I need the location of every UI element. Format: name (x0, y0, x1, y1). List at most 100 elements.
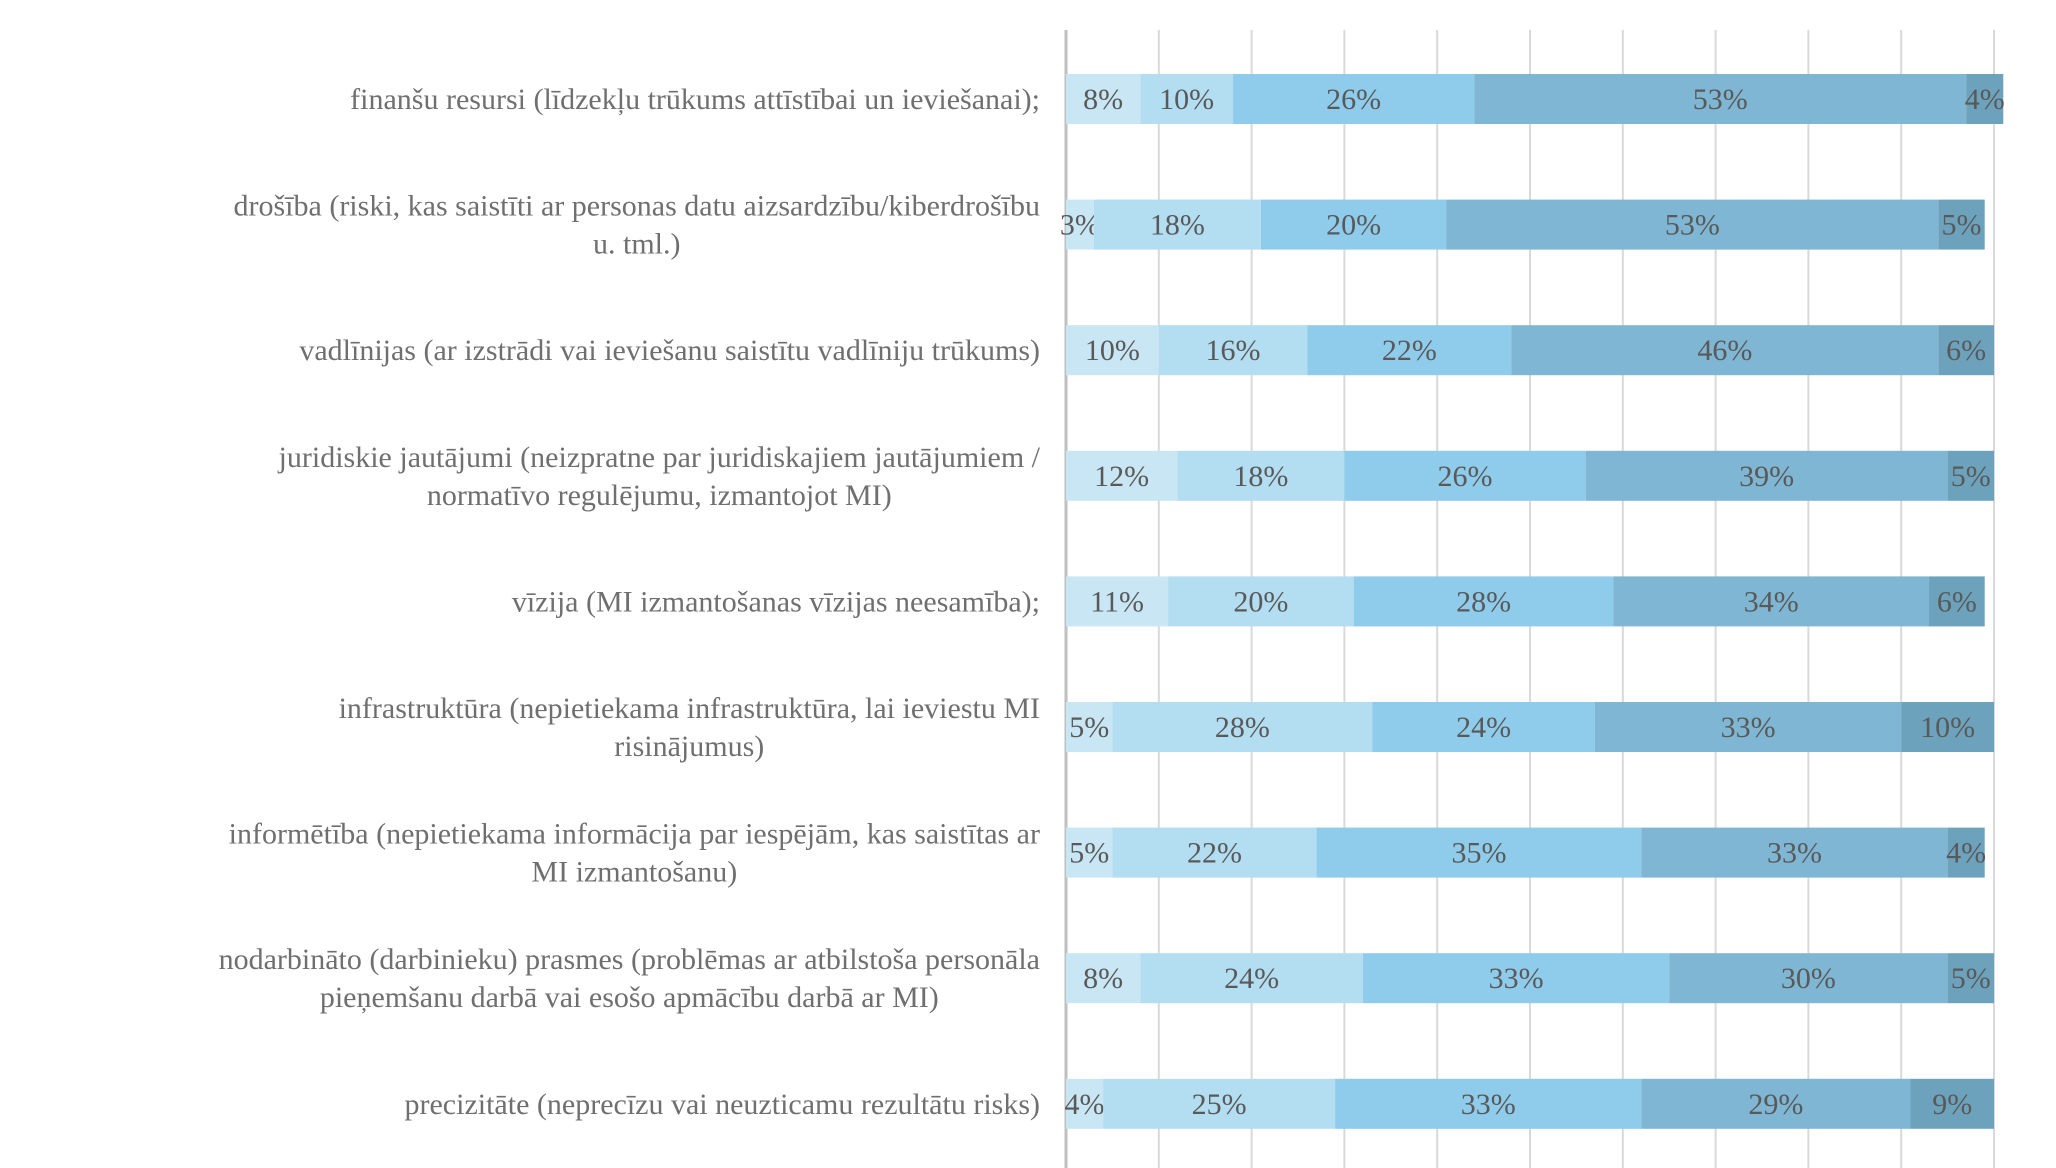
bar-segment (1474, 74, 1967, 124)
bar-segment (1140, 74, 1234, 124)
bar-segment (1103, 1078, 1336, 1129)
data-label: 33% (1489, 962, 1544, 995)
data-label: 22% (1187, 837, 1242, 870)
data-label: 33% (1461, 1088, 1516, 1121)
bar-segment (1966, 74, 2004, 124)
data-label: 33% (1767, 837, 1822, 870)
category-label: risinājumus) (614, 730, 764, 763)
bar-segment (1511, 325, 1939, 376)
bar-segment (1066, 953, 1141, 1004)
data-label: 6% (1937, 585, 1977, 618)
data-label: 5% (1069, 837, 1109, 870)
data-label: 5% (1951, 460, 1991, 493)
bar-segment (1307, 325, 1512, 376)
bar-segment (1316, 827, 1642, 878)
data-label: 9% (1932, 1088, 1972, 1121)
bar-segment (1066, 827, 1113, 878)
bar-segment (1669, 953, 1948, 1004)
data-label: 5% (1069, 711, 1109, 744)
bar-segment (1233, 74, 1475, 124)
bar-segment (1641, 827, 1948, 878)
category-label: vadlīnijas (ar izstrādi vai ieviešanu sa… (299, 334, 1040, 367)
bar-segment (1641, 1078, 1911, 1129)
bar-segment (1335, 1078, 1642, 1129)
data-label: 5% (1942, 209, 1982, 242)
data-label: 10% (1085, 334, 1140, 367)
category-label: pieņemšanu darbā vai esošo apmācību darb… (320, 981, 939, 1014)
data-label: 30% (1781, 962, 1836, 995)
category-label: juridiskie jautājumi (neizpratne par jur… (278, 441, 1041, 474)
bar-segment (1168, 576, 1354, 627)
data-label: 6% (1946, 334, 1986, 367)
data-label: 20% (1326, 209, 1381, 242)
data-label: 22% (1382, 334, 1437, 367)
bar-segment (1947, 450, 1994, 501)
category-label: infrastruktūra (nepietiekama infrastrukt… (339, 692, 1040, 725)
bar-segment (1177, 450, 1345, 501)
data-label: 4% (1965, 83, 2005, 116)
bars: 8% 10% 26% 53% 4% 3% 18% 20% 53% 5% 10% 16% 22% 46% 6%… (1060, 74, 2005, 1129)
data-label: 53% (1665, 209, 1720, 242)
category-label: u. tml.) (593, 228, 681, 261)
data-label: 11% (1090, 585, 1144, 618)
data-label: 26% (1438, 460, 1493, 493)
category-label: normatīvo regulējumu, izmantojot MI) (427, 479, 892, 512)
data-label: 12% (1094, 460, 1149, 493)
bar-segment (1594, 702, 1902, 752)
category-label: drošība (riski, kas saistīti ar personas… (234, 190, 1040, 223)
data-label: 25% (1192, 1088, 1247, 1121)
data-label: 18% (1150, 209, 1205, 242)
bar-segment (1140, 953, 1363, 1004)
bar-segment (1066, 576, 1169, 627)
data-label: 33% (1721, 711, 1776, 744)
data-label: 24% (1224, 962, 1279, 995)
data-label: 4% (1065, 1088, 1105, 1121)
data-label: 18% (1233, 460, 1288, 493)
category-label: finanšu resursi (līdzekļu trūkums attīst… (350, 83, 1040, 116)
category-label: nodarbināto (darbinieku) prasmes (problē… (219, 943, 1040, 976)
category-label: vīzija (MI izmantošanas vīzijas neesamīb… (512, 585, 1040, 618)
bar-segment (1947, 953, 1994, 1004)
data-label: 29% (1748, 1088, 1803, 1121)
data-label: 10% (1920, 711, 1975, 744)
bar-segment (1910, 1078, 1994, 1129)
data-label: 4% (1946, 837, 1986, 870)
data-label: 20% (1233, 585, 1288, 618)
data-label: 46% (1697, 334, 1752, 367)
bar-segment (1112, 827, 1317, 878)
bar-segment (1066, 199, 1094, 250)
data-label: 16% (1206, 334, 1261, 367)
bar-segment (1947, 827, 1985, 878)
data-label: 8% (1083, 962, 1123, 995)
category-label: MI izmantošanu) (531, 856, 737, 889)
data-label: 34% (1744, 585, 1799, 618)
data-label: 28% (1456, 585, 1511, 618)
bar-segment (1901, 702, 1994, 752)
data-label: 53% (1693, 83, 1748, 116)
bar-segment (1260, 199, 1447, 250)
bar-segment (1929, 576, 1985, 627)
bar-segment (1344, 450, 1586, 501)
bar-segment (1372, 702, 1595, 752)
category-label: precizitāte (neprecīzu vai neuzticamu re… (404, 1088, 1040, 1121)
bar-segment (1585, 450, 1948, 501)
category-label: informētība (nepietiekama informācija pa… (229, 818, 1040, 851)
data-label: 26% (1326, 83, 1381, 116)
bar-segment (1066, 702, 1113, 752)
category-labels: finanšu resursi (līdzekļu trūkums attīst… (219, 83, 1041, 1121)
bar-segment (1938, 199, 1985, 250)
bar-segment (1066, 325, 1159, 376)
data-label: 39% (1739, 460, 1794, 493)
data-label: 35% (1451, 837, 1506, 870)
bar-segment (1093, 199, 1261, 250)
bar-segment (1066, 1078, 1104, 1129)
bar-segment (1066, 74, 1141, 124)
bar-segment (1158, 325, 1308, 376)
bar-segment (1353, 576, 1614, 627)
data-label: 10% (1159, 83, 1214, 116)
bar-segment (1446, 199, 1939, 250)
data-label: 3% (1060, 209, 1100, 242)
bar-segment (1362, 953, 1670, 1004)
bar-segment (1938, 325, 1994, 376)
